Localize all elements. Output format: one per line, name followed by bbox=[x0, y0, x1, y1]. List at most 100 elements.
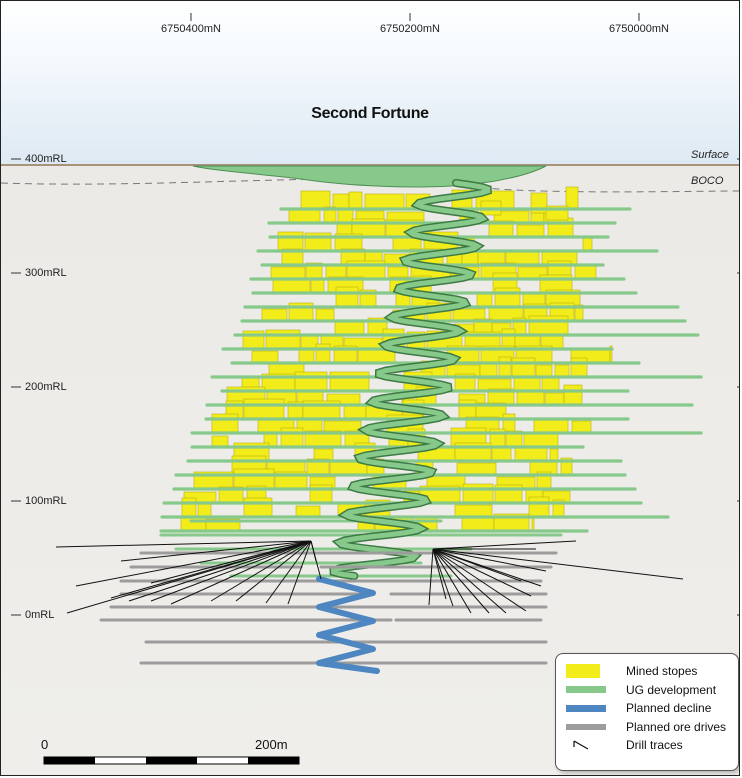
mined-stope bbox=[243, 398, 285, 419]
drill-trace bbox=[287, 540, 312, 605]
mined-stope bbox=[300, 334, 319, 349]
ore-drive-swatch bbox=[566, 721, 606, 732]
mined-stope bbox=[387, 266, 409, 279]
drill-trace bbox=[428, 548, 434, 606]
mined-stope bbox=[458, 399, 477, 419]
mined-stope bbox=[332, 193, 350, 209]
mined-stope bbox=[462, 483, 494, 503]
ug-decline bbox=[330, 180, 491, 579]
scale-bar bbox=[43, 756, 300, 765]
mined-stope bbox=[310, 278, 325, 293]
mined-stope bbox=[277, 231, 304, 251]
mined-stope bbox=[251, 350, 279, 363]
stope-swatch bbox=[566, 664, 606, 679]
mined-stope bbox=[491, 447, 512, 461]
mined-stope bbox=[516, 224, 545, 237]
mined-stope bbox=[554, 364, 570, 377]
mined-stope bbox=[582, 237, 593, 251]
mined-stope bbox=[531, 516, 535, 531]
planned-decline bbox=[316, 576, 380, 674]
legend-item: Planned decline bbox=[566, 699, 732, 718]
drill-trace bbox=[432, 548, 447, 600]
mined-stope bbox=[300, 190, 331, 209]
mined-stope bbox=[298, 348, 315, 363]
mined-stope bbox=[570, 357, 588, 377]
drill-trace bbox=[150, 540, 312, 602]
mined-stope bbox=[563, 384, 583, 405]
drill-trace bbox=[432, 548, 472, 614]
drill-trace bbox=[432, 548, 527, 612]
rl-label: 300mRL bbox=[25, 267, 67, 279]
mined-stope bbox=[477, 250, 506, 265]
drill-trace bbox=[432, 548, 684, 580]
boco-label: BOCO bbox=[691, 175, 724, 187]
mined-stope bbox=[335, 286, 359, 307]
mined-stope bbox=[528, 315, 569, 335]
mined-stope bbox=[272, 279, 311, 293]
scale-bar-segment bbox=[146, 757, 197, 764]
mined-stope bbox=[334, 321, 365, 335]
northing-label: 6750000mN bbox=[609, 23, 669, 35]
legend-label: Drill traces bbox=[626, 738, 683, 753]
drill-trace-icon bbox=[566, 740, 606, 751]
drill-trace bbox=[310, 540, 322, 580]
rl-label: 0mRL bbox=[25, 609, 55, 621]
drill-trace bbox=[75, 540, 312, 587]
mined-stope bbox=[523, 432, 559, 447]
mined-stope bbox=[211, 413, 239, 433]
mined-stope bbox=[315, 343, 331, 363]
scale-bar-segment bbox=[248, 757, 299, 764]
surface-label: Surface bbox=[691, 149, 729, 161]
mined-stope bbox=[313, 448, 334, 461]
northing-label: 6750200mN bbox=[380, 23, 440, 35]
legend: Mined stopes UG development Planned decl… bbox=[555, 653, 739, 771]
scale-end-label: 200m bbox=[255, 737, 288, 752]
legend-label: Mined stopes bbox=[626, 664, 698, 679]
drill-trace bbox=[150, 540, 312, 584]
mined-stope bbox=[547, 217, 574, 237]
drill-trace bbox=[170, 540, 312, 605]
mined-stope bbox=[571, 420, 592, 433]
mined-stope bbox=[479, 363, 498, 377]
northing-label: 6750400mN bbox=[161, 23, 221, 35]
mined-stope bbox=[364, 193, 405, 209]
mined-stope bbox=[211, 435, 229, 447]
mined-stope bbox=[270, 266, 306, 279]
mined-stope bbox=[243, 497, 273, 517]
mined-stope bbox=[516, 391, 545, 405]
mined-stope bbox=[533, 419, 569, 433]
mined-stope bbox=[343, 405, 367, 419]
drill-trace bbox=[432, 548, 547, 572]
drill-traces-group bbox=[55, 540, 684, 614]
mined-stope bbox=[288, 209, 321, 223]
drill-trace bbox=[432, 548, 522, 582]
drill-trace bbox=[210, 540, 312, 602]
mined-stope bbox=[454, 504, 493, 517]
drill-trace bbox=[120, 540, 312, 562]
legend-item: Drill traces bbox=[566, 736, 732, 755]
rl-label: 400mRL bbox=[25, 153, 67, 165]
mined-stope bbox=[329, 371, 370, 391]
drill-trace bbox=[432, 548, 532, 597]
development-swatch bbox=[566, 684, 606, 695]
legend-label: Planned ore drives bbox=[626, 719, 727, 734]
mined-stope bbox=[477, 378, 512, 391]
mined-stope bbox=[357, 349, 396, 363]
mined-stope bbox=[544, 392, 565, 405]
drill-trace bbox=[235, 540, 312, 602]
mined-stope bbox=[233, 468, 275, 489]
legend-label: UG development bbox=[626, 682, 717, 697]
drill-trace bbox=[265, 540, 312, 604]
legend-item: UG development bbox=[566, 681, 732, 700]
mined-stope bbox=[535, 364, 553, 377]
mined-stope bbox=[456, 462, 497, 475]
mined-stope bbox=[452, 308, 486, 321]
mined-stope bbox=[315, 308, 335, 321]
mined-stope bbox=[181, 497, 197, 517]
drill-trace bbox=[432, 548, 507, 614]
mined-stope bbox=[261, 308, 288, 321]
mined-stope bbox=[294, 371, 328, 391]
mined-stope bbox=[348, 191, 363, 209]
mined-stope bbox=[505, 251, 540, 265]
